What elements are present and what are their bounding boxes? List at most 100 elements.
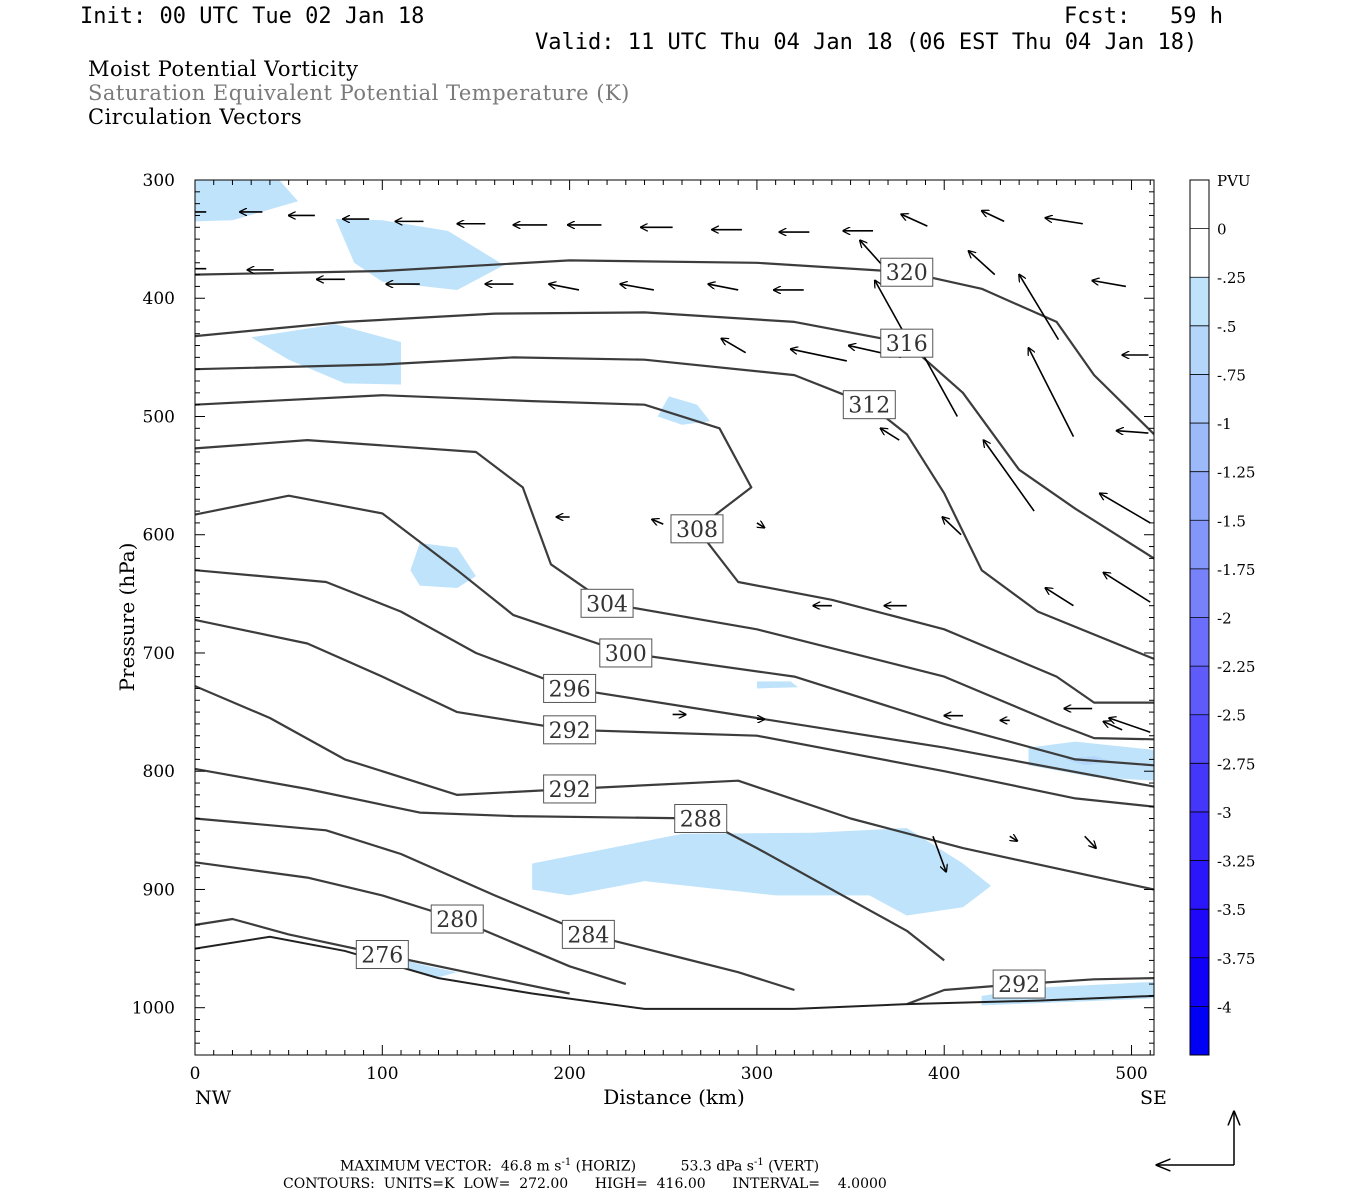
contour-label-text: 276 (361, 943, 403, 968)
colorbar-label: -1.75 (1217, 561, 1255, 579)
circulation-vector (708, 284, 739, 291)
valid-time: Valid: 11 UTC Thu 04 Jan 18 (06 EST Thu … (535, 30, 1198, 55)
max-vector-line: MAXIMUM VECTOR: 46.8 m s-1 (HORIZ) 53.3 … (340, 1157, 819, 1175)
colorbar-label: -3 (1217, 804, 1232, 822)
y-tick-label: 700 (143, 644, 175, 664)
contour-label-316: 316 (880, 328, 934, 358)
contour-label-text: 312 (848, 394, 890, 419)
x-axis-title: Distance (km) (603, 1085, 745, 1109)
circulation-vector (982, 211, 1005, 223)
field-title-vectors: Circulation Vectors (88, 105, 303, 129)
circulation-vector (1109, 718, 1151, 733)
x-tick-label: 200 (553, 1064, 585, 1084)
y-tick-label: 600 (143, 526, 175, 546)
contour-label-312: 312 (842, 390, 896, 420)
circulation-vector (549, 284, 580, 291)
plot-frame (194, 179, 1155, 1056)
contours-info: CONTOURS: UNITS=K LOW= 272.00 HIGH= 416.… (283, 1176, 887, 1192)
colorbar-swatch (1190, 520, 1209, 569)
colorbar-label: -.25 (1217, 269, 1246, 287)
contour-label-text: 304 (586, 592, 628, 617)
field-title-theta-es: Saturation Equivalent Potential Temperat… (88, 81, 630, 105)
circulation-vector (1084, 835, 1096, 848)
mpv-region-10 (981, 981, 1154, 1006)
y-tick-label: 800 (143, 762, 175, 782)
colorbar-swatch (1190, 666, 1209, 715)
theta-es-contour-316 (195, 311, 1154, 560)
colorbar-swatch (1190, 811, 1209, 861)
contour-label-text: 292 (549, 719, 591, 744)
max-vert-unit: (VERT) (768, 1158, 820, 1175)
contour-label-308: 308 (670, 514, 724, 544)
colorbar-unit: PVU (1217, 172, 1251, 190)
theta-es-contour-304 (195, 439, 1154, 741)
theta-es-contour-296 (195, 569, 1154, 788)
init-time: Init: 00 UTC Tue 02 Jan 18 (80, 4, 425, 29)
contour-label-text: 300 (605, 642, 647, 667)
colorbar-swatch (1190, 1006, 1209, 1055)
max-horiz-unit: (HORIZ) (575, 1158, 637, 1175)
colorbar-label: -1.25 (1217, 464, 1255, 482)
field-title-mpv: Moist Potential Vorticity (88, 57, 359, 81)
contour-label-text: 292 (549, 778, 591, 803)
colorbar-label: -2.25 (1217, 658, 1255, 676)
circulation-vector (969, 251, 996, 276)
circulation-vector (1117, 431, 1149, 433)
circulation-vector (620, 284, 655, 291)
colorbar-label: -3.25 (1217, 853, 1255, 871)
circulation-vector (932, 835, 946, 871)
max-vector-label: MAXIMUM VECTOR: (340, 1158, 492, 1175)
colorbar-swatch (1190, 763, 1209, 812)
mpv-region-6 (532, 827, 992, 916)
terrain-line (195, 935, 1154, 1010)
x-tick-label: 0 (190, 1064, 201, 1084)
x-tick-label: 100 (366, 1064, 398, 1084)
colorbar-swatch (1190, 325, 1209, 375)
colorbar-swatch (1190, 228, 1209, 278)
colorbar-swatch (1190, 374, 1209, 424)
max-vert-exponent: -1 (753, 1157, 764, 1168)
x-endpoint-nw: NW (195, 1087, 232, 1109)
mpv-region-5 (756, 681, 799, 689)
y-tick-label: 900 (143, 880, 175, 900)
colorbar-swatch (1190, 714, 1209, 764)
circulation-vector (984, 440, 1035, 512)
colorbar-swatch (1190, 423, 1209, 472)
circulation-vector (721, 338, 747, 354)
max-horiz-exponent: -1 (561, 1157, 572, 1168)
circulation-vector (757, 523, 764, 528)
colorbar-label: -3.75 (1217, 950, 1255, 968)
circulation-vector (1092, 281, 1127, 288)
contour-label-text: 316 (886, 332, 928, 357)
contour-label-276: 276 (355, 939, 409, 969)
colorbar-label: -2.75 (1217, 755, 1255, 773)
colorbar-label: -2.5 (1217, 707, 1246, 725)
contour-label-280: 280 (430, 904, 484, 934)
x-tick-label: 500 (1115, 1064, 1147, 1084)
contour-label-text: 320 (886, 261, 928, 286)
colorbar-swatch (1190, 471, 1209, 521)
colorbar-label: -3.5 (1217, 901, 1246, 919)
contour-label-292: 292 (543, 774, 597, 804)
mpv-region-7 (401, 960, 458, 979)
x-tick-label: 300 (741, 1064, 773, 1084)
contour-label-304: 304 (580, 588, 634, 618)
max-horiz-value: 46.8 m s (500, 1158, 562, 1175)
theta-es-contour-276 (195, 917, 570, 995)
circulation-vector (1010, 836, 1017, 841)
contour-label-292_upper: 292 (543, 715, 597, 745)
contour-label-288: 288 (674, 804, 728, 834)
circulation-vector (901, 214, 928, 227)
mpv-region-0 (195, 180, 299, 222)
colorbar-label: -1 (1217, 415, 1232, 433)
colorbar-label: -2 (1217, 610, 1232, 628)
contour-label-284: 284 (561, 919, 615, 949)
circulation-vector (1045, 218, 1083, 225)
colorbar-swatch (1190, 568, 1209, 618)
circulation-vector (652, 519, 664, 524)
colorbar-label: -4 (1217, 998, 1232, 1016)
circulation-vector (942, 517, 962, 536)
colorbar-label: -.75 (1217, 366, 1246, 384)
reference-vector-icon (1157, 1112, 1234, 1165)
mpv-region-3 (657, 396, 711, 425)
